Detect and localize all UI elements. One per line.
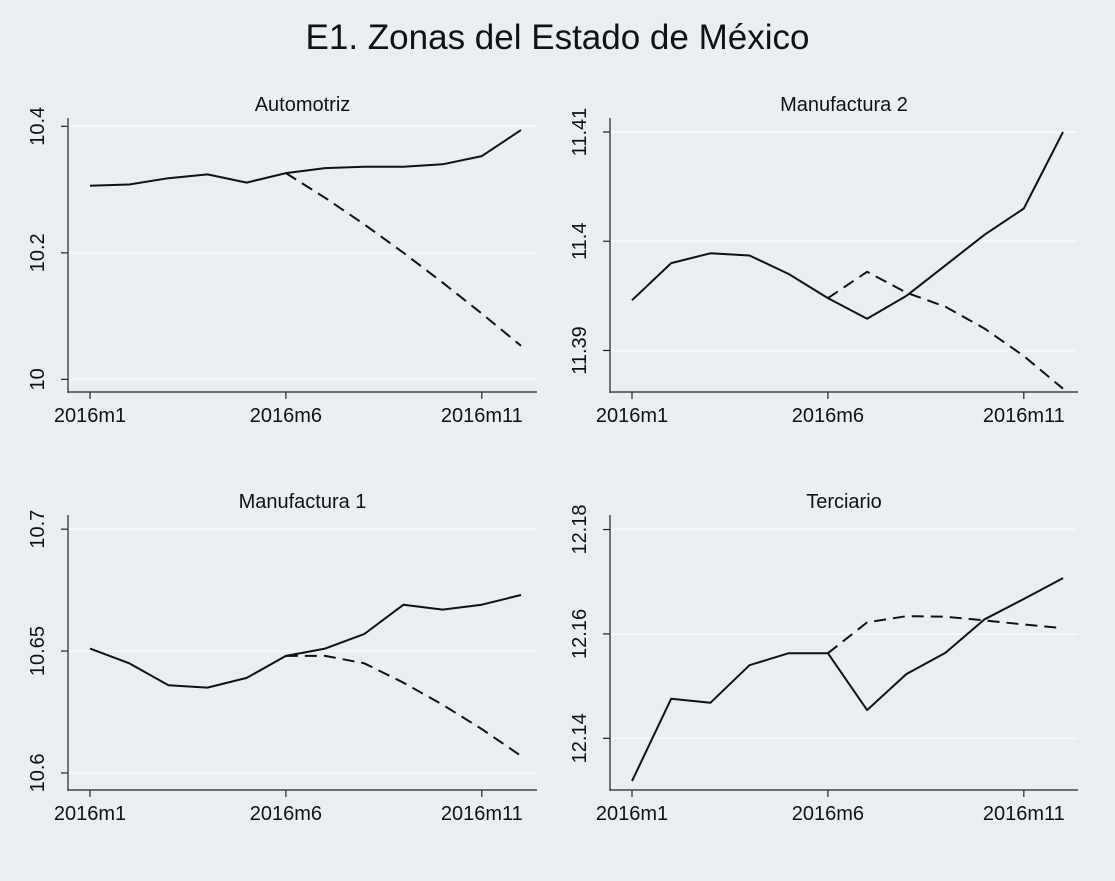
series-line-solid	[631, 131, 1064, 320]
series-line-dashed	[827, 270, 1064, 390]
y-tick-label: 12.16	[569, 609, 591, 659]
y-tick-label: 11.4	[569, 223, 591, 260]
chart-panel-4: Terciario 12.14 12.16 12.18 2016m1 2016m6 2016…	[569, 491, 1078, 825]
y-tick-label: 10.4	[27, 107, 49, 146]
x-tick-label: 2016m6	[250, 803, 322, 825]
y-tick-label: 10	[27, 368, 49, 390]
y-tick-label: 10.2	[27, 233, 49, 272]
chart-panel-2: Manufactura 2 11.39 11.4 11.41 2016m1 2016m6 2…	[569, 94, 1078, 427]
x-tick-label: 2016m11	[441, 405, 523, 427]
y-tick-label: 11.39	[569, 326, 591, 375]
x-tick-label: 2016m1	[54, 803, 126, 825]
series-line-solid	[89, 594, 522, 689]
panel-title: Manufactura 1	[239, 491, 367, 513]
series-line-dashed	[827, 615, 1064, 654]
panel-title: Automotriz	[255, 94, 351, 116]
x-tick-label: 2016m11	[983, 803, 1065, 825]
x-tick-label: 2016m11	[441, 803, 523, 825]
y-tick-label: 12.18	[569, 504, 591, 554]
y-tick-label: 10.65	[27, 626, 49, 676]
panel-title: Manufactura 2	[780, 94, 908, 116]
y-tick-label: 10.7	[27, 510, 49, 549]
x-tick-label: 2016m1	[596, 405, 668, 427]
panel-title: Terciario	[806, 491, 882, 513]
x-tick-label: 2016m6	[792, 405, 864, 427]
y-tick-label: 12.14	[569, 713, 591, 763]
x-tick-label: 2016m6	[250, 405, 322, 427]
x-tick-label: 2016m6	[792, 803, 864, 825]
series-line-solid	[89, 129, 522, 187]
series-line-solid	[631, 577, 1064, 782]
series-line-dashed	[285, 654, 522, 757]
chart-panel-1: Automotriz 10 10.2 10.4 2016m1 2016m6 2016m11	[27, 94, 537, 427]
y-tick-label: 10.6	[27, 753, 49, 792]
x-tick-label: 2016m11	[983, 405, 1065, 427]
series-line-dashed	[285, 172, 522, 347]
x-tick-label: 2016m1	[596, 803, 668, 825]
figure-title: E1. Zonas del Estado de México	[305, 18, 810, 57]
y-tick-label: 11.41	[569, 108, 591, 157]
x-tick-label: 2016m1	[54, 405, 126, 427]
chart-panel-3: Manufactura 1 10.6 10.65 10.7 2016m1 2016m6 20…	[27, 491, 537, 825]
